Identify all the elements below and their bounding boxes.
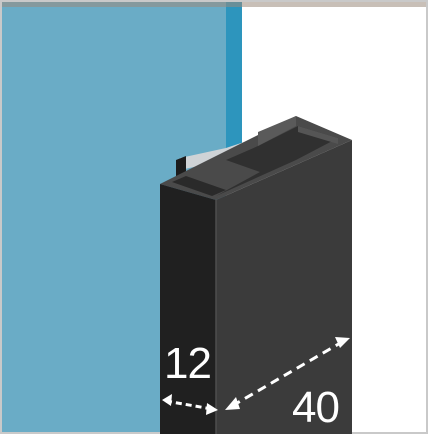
profile-front-face — [160, 184, 216, 434]
profile-side-face — [216, 140, 352, 434]
top-shadow — [2, 2, 426, 7]
thickness-arrowhead-left — [162, 394, 172, 406]
thickness-arrowhead-right — [206, 403, 218, 415]
thickness-dimension: 12 — [162, 339, 218, 415]
depth-label: 40 — [292, 383, 339, 432]
top-groove-left — [172, 176, 226, 196]
channel-back-wall — [258, 116, 296, 146]
top-channel — [216, 126, 338, 196]
depth-arrowhead-right — [335, 337, 350, 348]
depth-arrowhead-left — [225, 397, 240, 410]
thickness-label: 12 — [164, 339, 211, 388]
depth-dimension-line — [231, 340, 343, 408]
channel-lip — [298, 126, 338, 144]
thickness-dimension-line — [165, 399, 213, 411]
depth-dimension: 40 — [225, 337, 350, 432]
glass-edge — [226, 2, 242, 158]
